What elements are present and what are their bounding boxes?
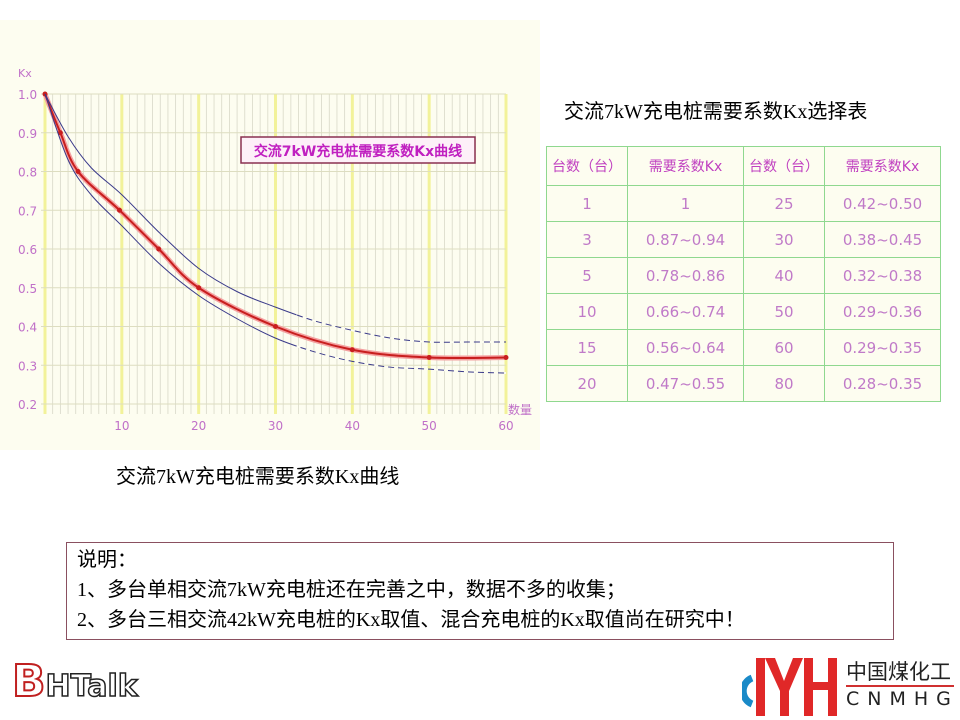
bhtalk-logo: BHTalk [11,655,138,708]
y-tick-label: 0.6 [18,243,37,257]
data-point [57,130,63,136]
chart-title: 交流7kW充电桩需要系数Kx曲线 [254,143,462,160]
kx-curve-chart: 1.0 0.9 0.8 0.7 0.6 0.5 0.4 0.3 0.2 10 20 30 40 50 60 K… [18,67,532,433]
table-cell: 60 [743,329,825,366]
table-row: 1 1 25 0.42~0.50 [546,185,941,222]
table-cell: 5 [546,257,628,294]
table-cell: 0.29~0.36 [824,293,941,330]
table-cell: 25 [743,185,825,222]
table-header-row: 台数（台） 需要系数Kx 台数（台） 需要系数Kx [546,146,941,186]
y-tick-label: 0.8 [18,166,37,180]
header-cell: 需要系数Kx [824,146,941,186]
table-cell: 50 [743,293,825,330]
table-cell: 0.38~0.45 [824,221,941,258]
data-point [75,169,81,174]
cnmhg-logo: 中国煤化工 CNMHG [742,656,954,716]
x-tick-label: 30 [268,419,283,433]
table-cell: 0.56~0.64 [627,329,744,366]
kx-curve-line [44,93,507,360]
data-point [426,355,432,360]
y-axis-label: Kx [18,67,32,80]
x-tick-label: 60 [498,419,513,433]
note-title: 说明： [77,549,137,571]
x-tick-label: 10 [114,419,129,433]
note-box: 说明： 1、多台单相交流7kW充电桩还在完善之中，数据不多的收集； 2、多台三相… [66,542,894,640]
table-cell: 0.28~0.35 [824,365,941,402]
data-point [273,324,278,329]
y-tick-label: 0.3 [18,359,37,373]
y-tick-label: 1.0 [18,88,37,102]
table-cell: 80 [743,365,825,402]
logo-divider [846,685,954,687]
note-line: 2、多台三相交流42kW充电桩的Kx取值、混合充电桩的Kx取值尚在研究中！ [77,609,745,631]
cnmhg-en-text: CNMHG [846,688,959,710]
y-tick-label: 0.5 [18,282,37,296]
chart-title-box [240,136,476,164]
y-tick-label: 0.4 [18,321,37,335]
table-cell: 0.87~0.94 [627,221,744,258]
table-cell: 15 [546,329,628,366]
table-cell: 3 [546,221,628,258]
table-row: 20 0.47~0.55 80 0.28~0.35 [546,365,941,402]
table-cell: 20 [546,365,628,402]
table-cell: 10 [546,293,628,330]
x-axis-label: 数量 [508,402,532,417]
note-line: 1、多台单相交流7kW充电桩还在完善之中，数据不多的收集； [77,579,626,601]
table-cell: 1 [546,185,628,222]
header-cell: 台数（台） [743,146,825,186]
table-cell: 0.47~0.55 [627,365,744,402]
data-point [503,355,509,360]
cnmhg-cn-text: 中国煤化工 [846,660,951,684]
upper-band-line [44,93,506,343]
table-row: 3 0.87~0.94 30 0.38~0.45 [546,221,941,258]
x-tick-label: 50 [422,419,437,433]
table-cell: 0.42~0.50 [824,185,941,222]
data-point [156,246,162,252]
header-cell: 需要系数Kx [627,146,744,186]
table-cell: 40 [743,257,825,294]
x-tick-label: 20 [191,419,206,433]
chart-caption: 交流7kW充电桩需要系数Kx曲线 [116,466,400,488]
table-cell: 1 [627,185,744,222]
table-cell: 0.78~0.86 [627,257,744,294]
table-row: 5 0.78~0.86 40 0.32~0.38 [546,257,941,294]
data-point [117,207,123,213]
kx-selection-table: 台数（台） 需要系数Kx 台数（台） 需要系数Kx 1 1 25 0.42~0.50 3… [546,146,941,402]
chart-background [0,20,540,450]
table-cell: 0.32~0.38 [824,257,941,294]
table-row: 10 0.66~0.74 50 0.29~0.36 [546,293,941,330]
table-cell: 0.66~0.74 [627,293,744,330]
data-point [196,285,202,291]
y-tick-label: 0.2 [18,398,37,412]
header-cell: 台数（台） [546,146,628,186]
table-caption: 交流7kW充电桩需要系数Kx选择表 [564,101,868,123]
y-tick-label: 0.9 [18,127,37,141]
table-cell: 0.29~0.35 [824,329,941,366]
table-row: 15 0.56~0.64 60 0.29~0.35 [546,329,941,366]
data-point [349,347,355,353]
y-tick-label: 0.7 [18,204,37,218]
table-cell: 30 [743,221,825,258]
x-tick-label: 40 [345,419,360,433]
